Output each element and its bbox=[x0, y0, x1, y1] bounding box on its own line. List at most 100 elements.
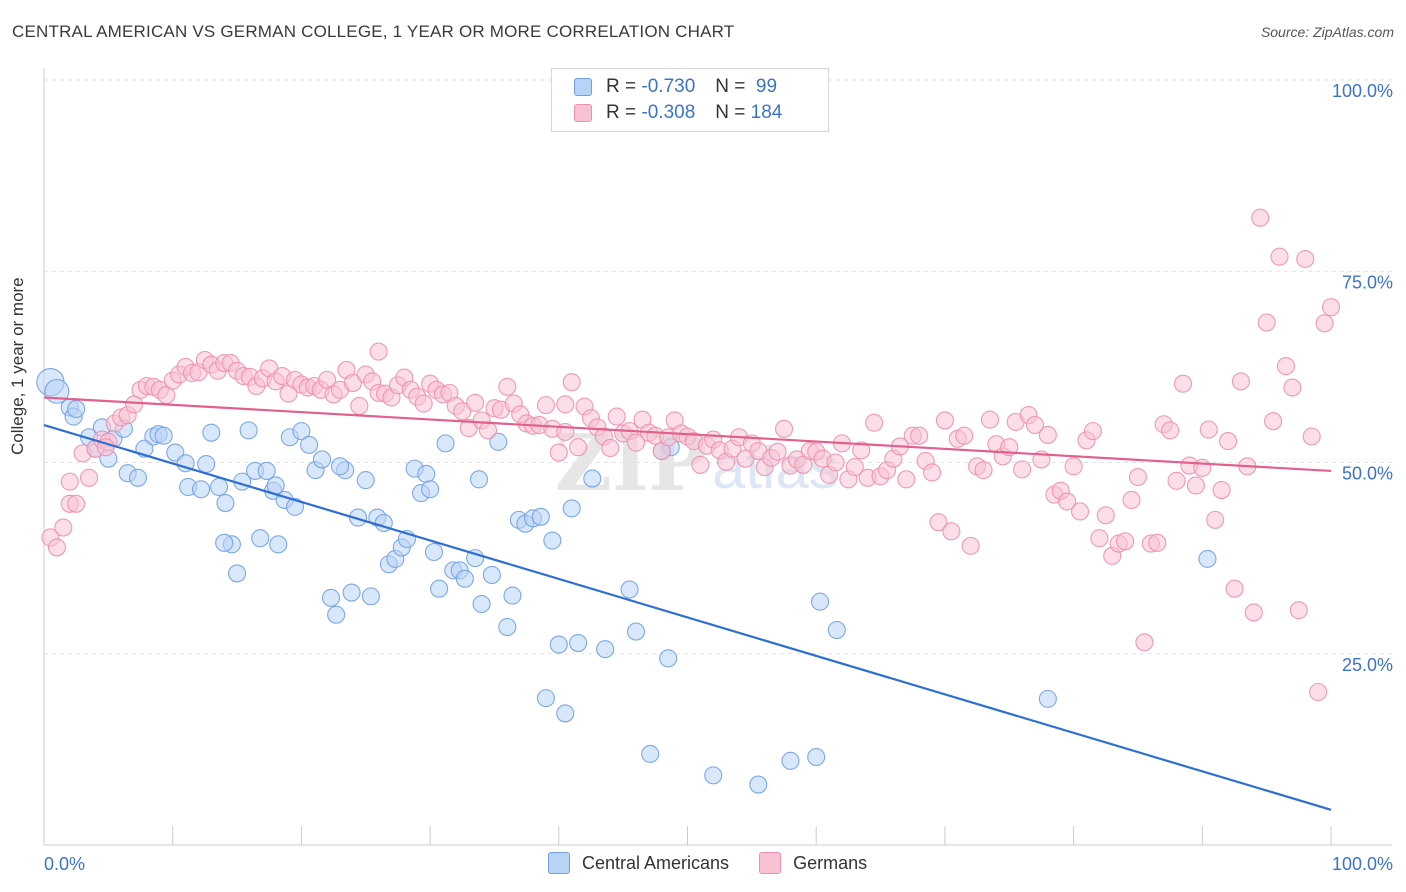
point-central-americans bbox=[659, 649, 678, 668]
point-central-americans bbox=[469, 470, 489, 489]
point-central-americans bbox=[327, 605, 346, 624]
point-central-americans bbox=[436, 434, 455, 453]
point-germans bbox=[961, 536, 980, 555]
point-central-americans bbox=[424, 542, 444, 562]
legend-item-germans: Germans bbox=[759, 852, 867, 874]
point-germans bbox=[556, 395, 575, 414]
point-germans bbox=[1212, 480, 1231, 500]
point-central-americans bbox=[154, 426, 173, 445]
point-germans bbox=[601, 438, 620, 458]
point-central-americans bbox=[807, 747, 826, 767]
point-central-americans bbox=[620, 580, 639, 599]
point-germans bbox=[453, 402, 472, 421]
point-germans bbox=[1083, 422, 1102, 441]
point-central-americans bbox=[536, 689, 555, 708]
legend-r-label: R = bbox=[606, 102, 637, 123]
point-germans bbox=[1070, 502, 1090, 521]
point-central-americans bbox=[498, 617, 517, 637]
point-germans bbox=[343, 373, 362, 392]
point-germans bbox=[1122, 490, 1141, 510]
point-germans bbox=[478, 421, 498, 440]
point-central-americans bbox=[312, 450, 332, 469]
point-central-americans bbox=[749, 775, 768, 794]
point-germans bbox=[845, 458, 864, 477]
legend-label: Germans bbox=[793, 852, 868, 873]
point-central-americans bbox=[626, 622, 646, 641]
point-central-americans bbox=[421, 480, 440, 499]
point-germans bbox=[1128, 467, 1147, 487]
legend-row-central-americans: R = -0.730 N = 99 bbox=[574, 75, 777, 99]
legend-n-value: 184 bbox=[750, 102, 783, 123]
point-central-americans bbox=[67, 399, 86, 419]
point-central-americans bbox=[228, 564, 247, 583]
point-germans bbox=[1276, 357, 1296, 376]
point-central-americans bbox=[503, 586, 522, 605]
point-germans bbox=[1025, 415, 1045, 435]
point-germans bbox=[1270, 247, 1289, 266]
point-central-americans bbox=[269, 535, 288, 554]
point-germans bbox=[691, 455, 710, 474]
legend-n-label: N = bbox=[715, 102, 746, 123]
point-germans bbox=[974, 461, 993, 480]
point-germans bbox=[910, 426, 929, 445]
point-central-americans bbox=[128, 468, 148, 487]
point-germans bbox=[1251, 208, 1270, 227]
point-central-americans bbox=[827, 620, 846, 640]
point-central-americans bbox=[321, 588, 341, 607]
point-germans bbox=[1161, 421, 1180, 440]
trend-line-central-americans bbox=[43, 423, 1332, 811]
point-central-americans bbox=[562, 499, 581, 518]
point-central-americans bbox=[292, 422, 311, 441]
x-tick-label: 0.0% bbox=[44, 854, 85, 874]
point-germans bbox=[54, 518, 73, 537]
point-central-americans bbox=[1038, 689, 1057, 708]
legend-item-central-americans: Central Americans bbox=[548, 852, 729, 874]
point-central-americans bbox=[596, 640, 615, 659]
point-germans bbox=[1064, 457, 1083, 476]
point-germans bbox=[1013, 460, 1032, 479]
point-germans bbox=[922, 463, 942, 482]
point-germans bbox=[1058, 492, 1077, 511]
point-central-americans bbox=[356, 471, 375, 490]
legend-swatch-blue bbox=[574, 78, 592, 96]
y-axis-label: College, 1 year or more bbox=[8, 277, 27, 455]
point-germans bbox=[1193, 458, 1212, 477]
chart-source: Source: ZipAtlas.com bbox=[1260, 24, 1394, 40]
legend-label: Central Americans bbox=[582, 852, 730, 873]
point-germans bbox=[1167, 471, 1186, 490]
point-germans bbox=[942, 522, 961, 541]
y-tick-label: 100.0% bbox=[1332, 81, 1393, 101]
point-central-americans bbox=[543, 531, 562, 550]
point-central-americans bbox=[466, 549, 485, 568]
point-germans bbox=[768, 442, 787, 461]
legend-n-label: N = bbox=[715, 76, 746, 97]
point-central-americans bbox=[641, 744, 660, 764]
point-germans bbox=[569, 438, 588, 457]
point-central-americans bbox=[549, 635, 568, 654]
point-germans bbox=[852, 441, 871, 460]
chart-title: CENTRAL AMERICAN VS GERMAN COLLEGE, 1 YE… bbox=[12, 22, 735, 41]
point-germans bbox=[980, 410, 999, 429]
point-central-americans bbox=[556, 704, 575, 723]
point-germans bbox=[1231, 372, 1250, 391]
point-germans bbox=[67, 494, 86, 513]
point-central-americans bbox=[489, 432, 508, 451]
point-central-americans bbox=[197, 454, 216, 474]
y-tick-label: 75.0% bbox=[1342, 272, 1393, 292]
point-central-americans bbox=[569, 633, 588, 653]
trend-line-germans bbox=[43, 396, 1332, 473]
point-central-americans bbox=[251, 529, 270, 548]
point-central-americans bbox=[202, 423, 221, 442]
point-germans bbox=[1186, 476, 1205, 495]
point-central-americans bbox=[239, 421, 258, 440]
point-germans bbox=[1264, 412, 1283, 431]
point-germans bbox=[1135, 633, 1154, 652]
point-germans bbox=[60, 472, 79, 491]
point-germans bbox=[1309, 682, 1328, 702]
point-central-americans bbox=[482, 565, 501, 585]
point-germans bbox=[1225, 579, 1244, 598]
point-germans bbox=[1148, 533, 1167, 552]
x-tick-label: 100.0% bbox=[1332, 854, 1393, 874]
legend-swatch-pink bbox=[759, 852, 782, 874]
